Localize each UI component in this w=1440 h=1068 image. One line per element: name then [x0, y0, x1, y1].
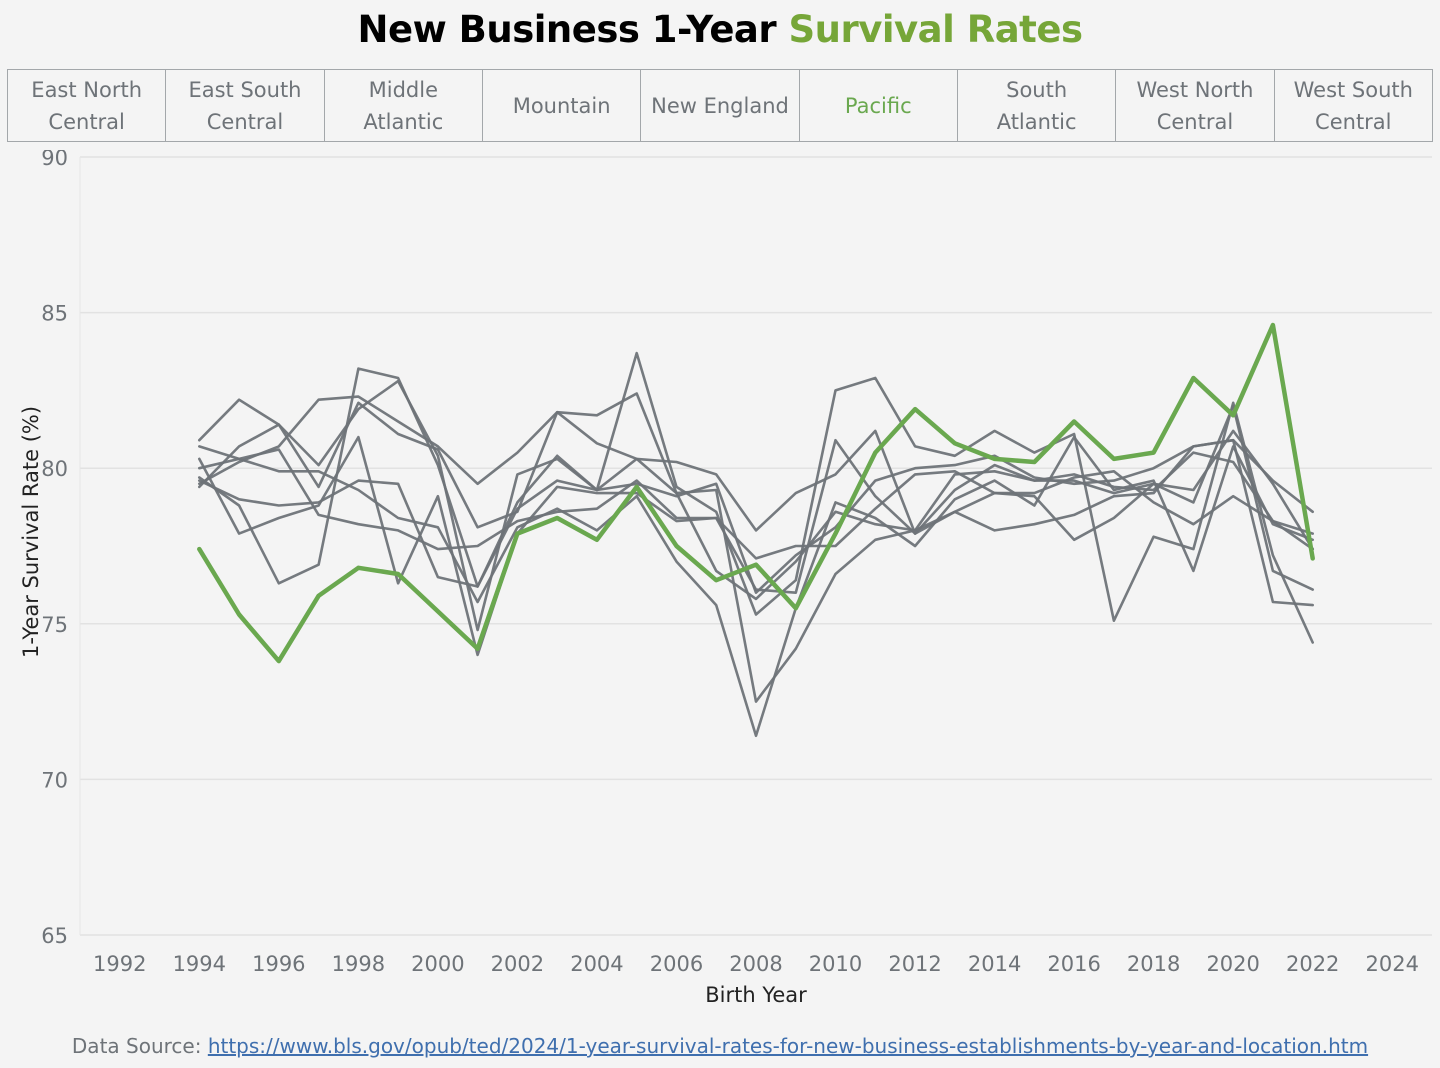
x-tick-label: 2000	[411, 952, 464, 976]
tab-mountain[interactable]: Mountain	[483, 70, 642, 141]
chart-title: New Business 1-Year Survival Rates	[0, 8, 1440, 56]
x-tick-label: 2010	[809, 952, 862, 976]
tab-east-north-central[interactable]: East North Central	[8, 70, 167, 141]
x-tick-label: 1998	[332, 952, 385, 976]
tab-middle-atlantic[interactable]: Middle Atlantic	[325, 70, 483, 141]
x-tick-label: 2008	[729, 952, 782, 976]
chart-title-highlight: Survival Rates	[788, 8, 1083, 51]
x-tick-label: 2022	[1286, 952, 1339, 976]
chart-svg: 65 70 75 80 85 90 1992 1994 1996 1998 2000 2002 2004…	[19, 146, 1432, 1007]
tab-label: New England	[651, 93, 789, 118]
x-tick-label: 2016	[1047, 952, 1100, 976]
data-source-link[interactable]: https://www.bls.gov/opub/ted/2024/1-year…	[207, 1034, 1369, 1058]
series-line-east-north-central	[198, 379, 1314, 632]
y-tick-label: 65	[41, 924, 68, 948]
y-axis-title: 1-Year Survival Rate (%)	[19, 406, 43, 658]
y-tick-label: 75	[41, 613, 68, 637]
series-line-east-south-central	[198, 435, 1314, 657]
data-source: Data Source: https://www.bls.gov/opub/te…	[0, 1034, 1440, 1058]
x-tick-label: 1994	[173, 952, 226, 976]
series-line-west-south-central	[198, 445, 1314, 560]
chart-title-main: New Business 1-Year	[357, 8, 789, 51]
x-tick-label: 2014	[968, 952, 1021, 976]
tab-label: West South Central	[1293, 77, 1413, 134]
tab-label: Mountain	[512, 93, 611, 118]
line-chart: 65 70 75 80 85 90 1992 1994 1996 1998 2000 2002 2004…	[0, 146, 1440, 1024]
x-tick-label: 2006	[650, 952, 703, 976]
x-tick-label: 1996	[252, 952, 305, 976]
x-tick-label: 2018	[1127, 952, 1180, 976]
tab-label: Middle Atlantic	[363, 77, 444, 134]
tab-new-england[interactable]: New England	[641, 70, 800, 141]
tab-label: West North Central	[1136, 77, 1254, 134]
x-tick-label: 2024	[1366, 952, 1419, 976]
series-line-mountain	[198, 395, 1314, 551]
series-line-pacific	[197, 322, 1315, 664]
x-axis-title: Birth Year	[705, 983, 807, 1007]
tab-label: South Atlantic	[996, 77, 1077, 134]
data-source-prefix: Data Source:	[71, 1034, 208, 1058]
region-tab-bar: East North Central East South Central Midd…	[7, 69, 1433, 142]
y-tick-label: 80	[41, 457, 68, 481]
tab-south-atlantic[interactable]: South Atlantic	[958, 70, 1117, 141]
tab-label: Pacific	[844, 93, 912, 118]
y-tick-label: 85	[41, 302, 68, 326]
tab-east-south-central[interactable]: East South Central	[166, 70, 325, 141]
x-tick-label: 1992	[93, 952, 146, 976]
tab-pacific[interactable]: Pacific	[800, 70, 958, 141]
series-line-new-england	[198, 404, 1314, 703]
tab-label: East North Central	[31, 77, 143, 134]
x-tick-label: 2002	[491, 952, 544, 976]
tab-west-north-central[interactable]: West North Central	[1116, 70, 1275, 141]
tab-label: East South Central	[188, 77, 302, 134]
series-line-west-north-central	[198, 435, 1314, 738]
x-tick-label: 2012	[888, 952, 941, 976]
y-tick-label: 70	[41, 768, 68, 792]
series-line-middle-atlantic	[198, 351, 1314, 644]
tab-west-south-central[interactable]: West South Central	[1275, 70, 1432, 141]
y-tick-label: 90	[41, 150, 68, 170]
x-tick-label: 2020	[1206, 952, 1259, 976]
x-tick-label: 2004	[570, 952, 623, 976]
